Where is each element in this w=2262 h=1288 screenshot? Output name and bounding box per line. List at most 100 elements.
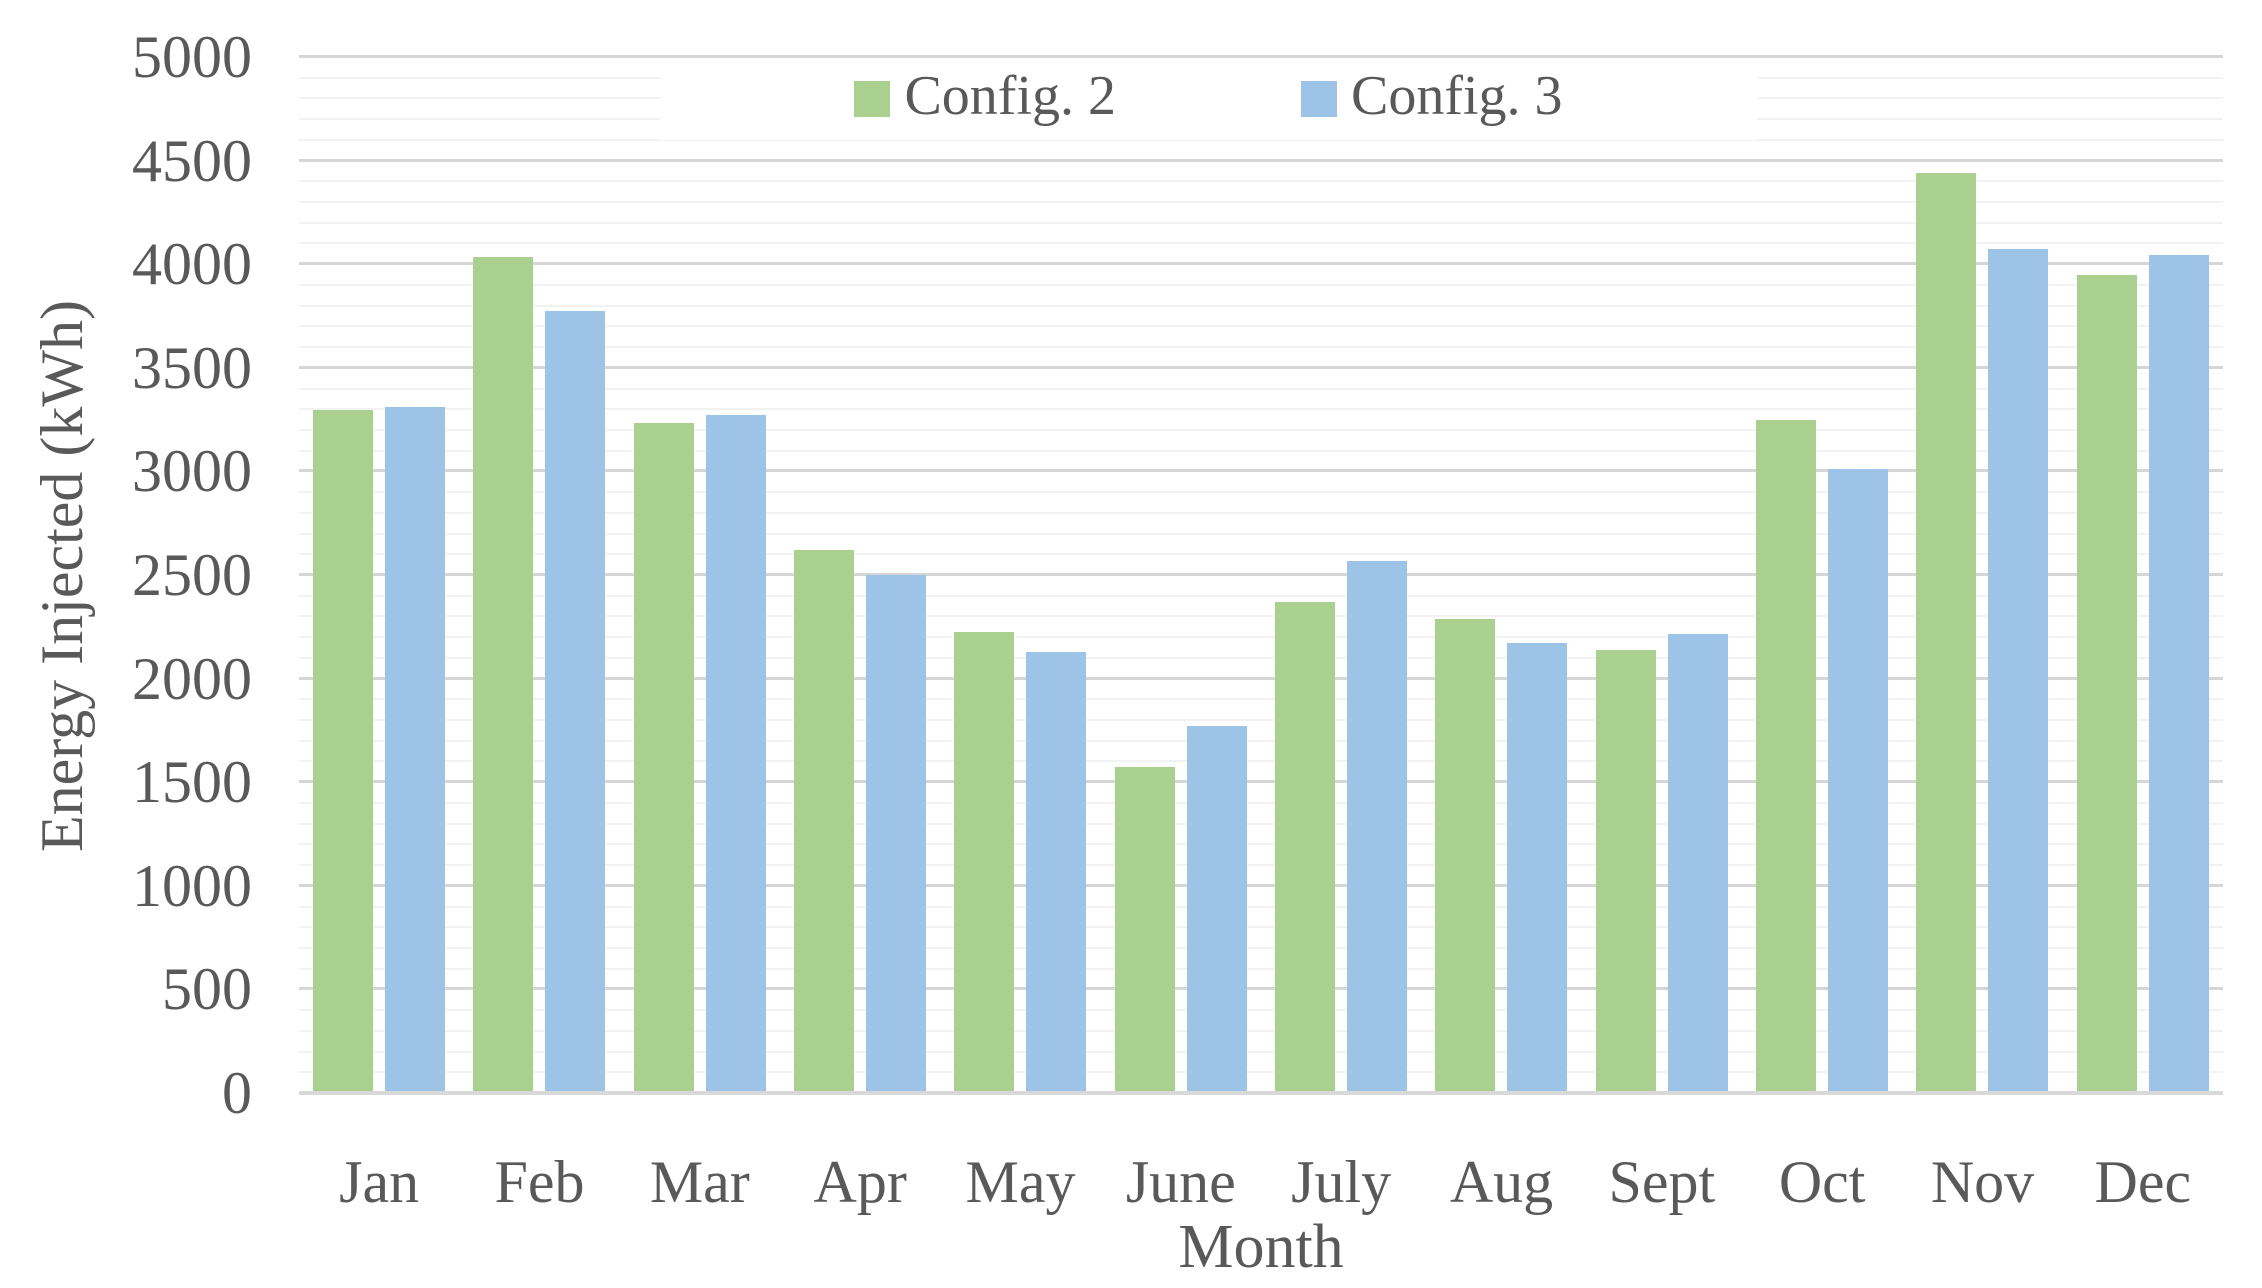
minor-gridline-3100 xyxy=(299,449,2223,452)
legend-swatch-config-3 xyxy=(1301,81,1337,117)
minor-gridline-2700 xyxy=(299,532,2223,535)
minor-gridline-3700 xyxy=(299,325,2223,328)
bar-groups xyxy=(299,57,2223,1093)
minor-gridline-3400 xyxy=(299,387,2223,390)
major-gridline-2000 xyxy=(299,676,2223,680)
bar-config-2-mar xyxy=(633,422,694,1093)
bar-config-2-sept xyxy=(1595,649,1656,1093)
x-tick-label-mar: Mar xyxy=(649,1149,750,1215)
y-tick-label-500: 500 xyxy=(162,956,252,1023)
bar-group-july xyxy=(1261,57,1421,1093)
minor-gridline-300 xyxy=(299,1029,2223,1032)
minor-gridline-1100 xyxy=(299,864,2223,867)
minor-gridline-4200 xyxy=(299,221,2223,224)
bar-config-2-nov xyxy=(1916,173,1977,1093)
legend: Config. 2 Config. 3 xyxy=(660,58,1757,140)
bar-config-3-sept xyxy=(1667,634,1728,1093)
bar-config-2-june xyxy=(1114,766,1175,1093)
minor-gridline-2100 xyxy=(299,656,2223,659)
bar-group-oct xyxy=(1742,57,1902,1093)
bar-config-2-oct xyxy=(1756,419,1817,1093)
minor-gridline-2800 xyxy=(299,511,2223,514)
minor-gridline-4100 xyxy=(299,242,2223,245)
bar-group-dec xyxy=(2063,57,2223,1093)
bar-config-2-dec xyxy=(2076,274,2137,1093)
y-tick-label-5000: 5000 xyxy=(132,24,252,90)
minor-gridline-1300 xyxy=(299,822,2223,825)
major-gridline-4000 xyxy=(299,262,2223,266)
y-tick-label-1500: 1500 xyxy=(132,749,252,816)
x-tick-label-july: July xyxy=(1291,1149,1392,1215)
minor-gridline-3900 xyxy=(299,283,2223,286)
minor-gridline-1700 xyxy=(299,739,2223,742)
bar-config-3-nov xyxy=(1988,248,2049,1093)
bar-config-2-apr xyxy=(794,550,855,1093)
y-tick-label-0: 0 xyxy=(222,1060,252,1126)
bar-config-3-july xyxy=(1347,560,1408,1093)
y-tick-label-3000: 3000 xyxy=(132,438,252,505)
minor-gridline-900 xyxy=(299,905,2223,908)
legend-item-config-3: Config. 3 xyxy=(1301,68,1563,130)
bar-group-sept xyxy=(1582,57,1742,1093)
minor-gridline-800 xyxy=(299,926,2223,929)
minor-gridline-400 xyxy=(299,1009,2223,1012)
x-tick-label-dec: Dec xyxy=(2094,1149,2192,1215)
bar-config-3-mar xyxy=(705,415,766,1093)
major-gridline-1000 xyxy=(299,883,2223,887)
bar-config-3-may xyxy=(1026,651,1087,1093)
x-axis-line xyxy=(299,1091,2223,1095)
bar-group-june xyxy=(1101,57,1261,1093)
minor-gridline-1400 xyxy=(299,801,2223,804)
minor-gridline-3800 xyxy=(299,304,2223,307)
bar-group-aug xyxy=(1421,57,1581,1093)
y-tick-label-1000: 1000 xyxy=(132,852,252,919)
bar-config-2-may xyxy=(954,631,1015,1093)
x-tick-label-oct: Oct xyxy=(1778,1149,1866,1215)
major-gridline-3500 xyxy=(299,365,2223,369)
bar-config-3-june xyxy=(1186,726,1247,1093)
y-tick-label-2500: 2500 xyxy=(132,542,252,608)
bar-config-2-july xyxy=(1275,601,1336,1093)
x-tick-label-june: June xyxy=(1125,1149,1236,1215)
x-tick-label-nov: Nov xyxy=(1930,1149,2035,1215)
x-axis-title: Month xyxy=(1178,1213,1344,1281)
minor-gridline-3600 xyxy=(299,346,2223,349)
major-gridline-3000 xyxy=(299,469,2223,473)
minor-gridline-2600 xyxy=(299,553,2223,556)
x-tick-label-sept: Sept xyxy=(1608,1149,1716,1215)
minor-gridline-1600 xyxy=(299,760,2223,763)
x-tick-label-aug: Aug xyxy=(1449,1149,1554,1215)
bar-config-3-dec xyxy=(2148,254,2209,1093)
legend-label-config-2: Config. 2 xyxy=(904,65,1116,127)
minor-gridline-4300 xyxy=(299,201,2223,204)
minor-gridline-4400 xyxy=(299,180,2223,183)
major-gridline-2500 xyxy=(299,573,2223,576)
legend-label-config-3: Config. 3 xyxy=(1351,65,1563,127)
minor-gridline-100 xyxy=(299,1071,2223,1074)
bar-config-3-oct xyxy=(1828,469,1889,1093)
bar-group-may xyxy=(940,57,1100,1093)
y-tick-label-4000: 4000 xyxy=(132,231,252,298)
x-tick-label-jan: Jan xyxy=(339,1149,420,1215)
minor-gridline-2300 xyxy=(299,615,2223,618)
major-gridline-1500 xyxy=(299,780,2223,784)
minor-gridline-1900 xyxy=(299,698,2223,701)
y-tick-label-3500: 3500 xyxy=(132,334,252,401)
minor-gridline-2400 xyxy=(299,594,2223,597)
bar-group-nov xyxy=(1902,57,2062,1093)
minor-gridline-200 xyxy=(299,1050,2223,1053)
major-gridline-5000 xyxy=(299,55,2223,58)
bar-config-2-aug xyxy=(1435,618,1496,1093)
minor-gridline-600 xyxy=(299,967,2223,970)
bar-group-jan xyxy=(299,57,459,1093)
bar-config-3-jan xyxy=(385,407,446,1093)
x-tick-label-feb: Feb xyxy=(494,1149,585,1215)
legend-item-config-2: Config. 2 xyxy=(854,68,1116,130)
bar-group-apr xyxy=(780,57,940,1093)
minor-gridline-3200 xyxy=(299,428,2223,431)
legend-swatch-config-2 xyxy=(854,81,891,117)
y-tick-label-2000: 2000 xyxy=(132,645,252,712)
major-gridline-4500 xyxy=(299,158,2223,162)
bar-config-2-feb xyxy=(473,256,534,1093)
